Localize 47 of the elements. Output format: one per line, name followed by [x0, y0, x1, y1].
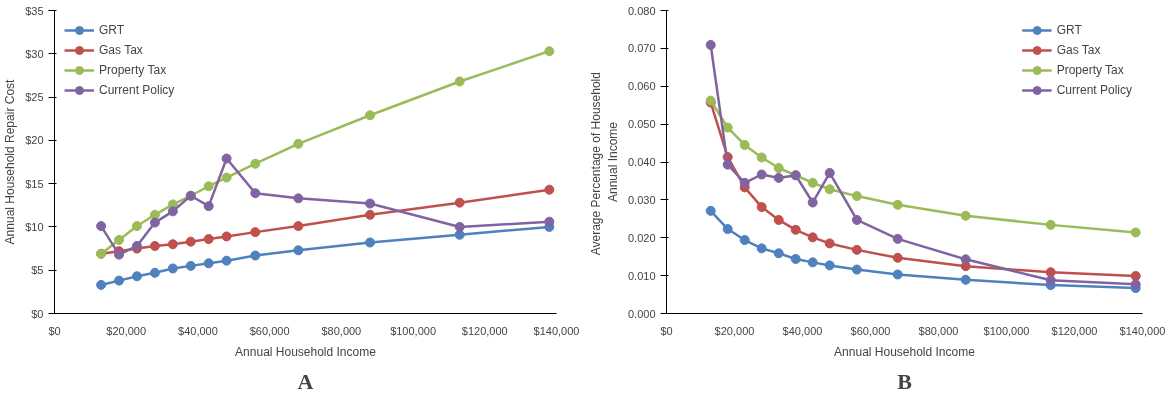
- x-tick-label: $120,000: [1051, 324, 1098, 337]
- y-axis-title: Annual Household Repair Cost: [3, 78, 18, 245]
- x-tick-label: $80,000: [321, 324, 362, 337]
- legend-label: Current Policy: [99, 83, 175, 97]
- x-axis-title: Annual Household Income: [834, 344, 976, 359]
- y-tick-label: $10: [25, 220, 44, 233]
- y-tick-label: $5: [31, 264, 44, 277]
- y-tick-label: $15: [25, 177, 44, 190]
- y-axis-title: Average Percentage of Household Annual Income: [589, 72, 620, 256]
- y-tick-label: $25: [25, 91, 44, 104]
- text: A: [297, 368, 314, 394]
- y-tick-label: 0.070: [627, 42, 656, 55]
- y-tick-label: 0.040: [627, 156, 656, 168]
- x-tick-label: $120,000: [461, 324, 508, 337]
- x-tick-label: $140,000: [533, 324, 580, 337]
- x-tick-label: $0: [660, 324, 673, 337]
- legend-label: GRT: [99, 23, 125, 37]
- legend-label: GRT: [1056, 23, 1082, 37]
- y-tick-label: $30: [25, 47, 44, 60]
- y-tick-label: $20: [25, 134, 44, 147]
- y-tick-label: 0.030: [627, 193, 656, 206]
- legend-label: Current Policy: [1056, 83, 1132, 97]
- legend-label: Gas Tax: [99, 43, 143, 57]
- y-tick-label: 0.050: [627, 118, 656, 131]
- legend-label: Property Tax: [1056, 63, 1124, 77]
- y-tick-label: 0.020: [627, 231, 656, 244]
- x-tick-label: $140,000: [1119, 324, 1166, 337]
- y-tick-label: 0.000: [627, 307, 656, 320]
- x-tick-label: $0: [48, 324, 61, 337]
- x-tick-label: $100,000: [390, 324, 437, 337]
- x-tick-label: $40,000: [178, 324, 218, 337]
- x-tick-label: $20,000: [714, 324, 755, 337]
- y-tick-label: $35: [25, 4, 44, 17]
- x-tick-label: $80,000: [918, 324, 959, 337]
- y-tick-label: $0: [31, 307, 44, 320]
- x-tick-label: $60,000: [249, 324, 290, 337]
- y-tick-label: 0.010: [627, 269, 656, 282]
- x-tick-label: $60,000: [850, 324, 891, 337]
- x-tick-label: $40,000: [782, 324, 823, 337]
- legend-label: Gas Tax: [1056, 43, 1101, 57]
- legend-label: Property Tax: [99, 63, 167, 77]
- text: B: [897, 368, 913, 394]
- y-tick-label: 0.060: [627, 80, 656, 93]
- y-tick-label: 0.080: [627, 4, 656, 17]
- x-tick-label: $20,000: [106, 324, 147, 337]
- x-tick-label: $100,000: [983, 324, 1030, 337]
- x-axis-title: Annual Household Income: [235, 344, 377, 359]
